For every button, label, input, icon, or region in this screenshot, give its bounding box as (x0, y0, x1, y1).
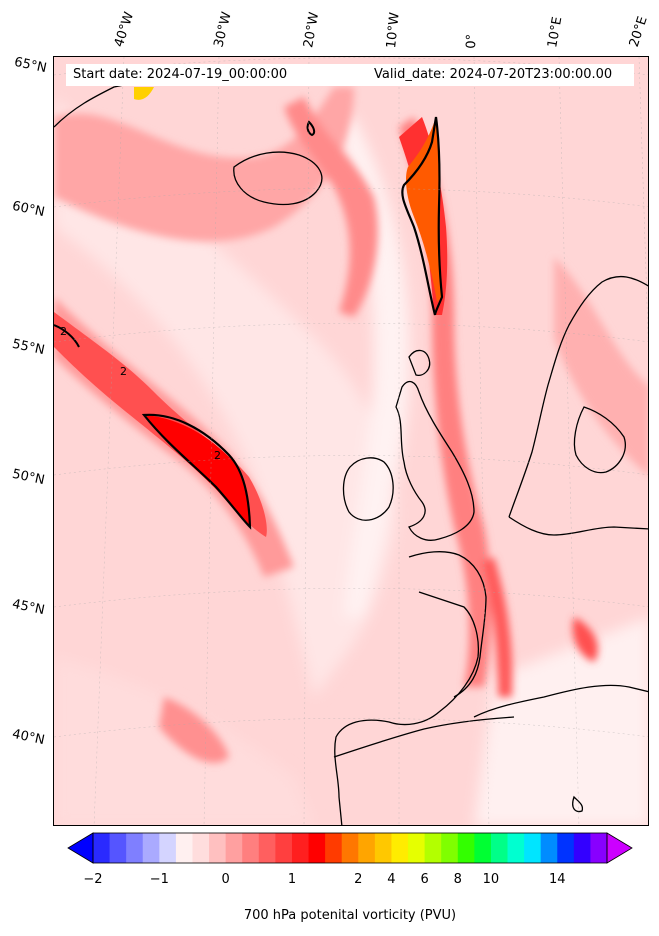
coast-italy-corsica (572, 795, 584, 813)
colorbar-segment (424, 833, 442, 863)
header-bar (66, 64, 634, 86)
coast-greenland (54, 84, 125, 128)
low-pv-band-central (334, 117, 410, 617)
colorbar-outline (92, 832, 608, 864)
colorbar-segment (474, 833, 492, 863)
lat-label-65n: 65°N (12, 54, 48, 77)
colorbar-segment (175, 833, 193, 863)
lon-label-10e: 10°E (545, 15, 566, 49)
colorbar-tick-label: −2 (83, 872, 103, 887)
colorbar-tick-label: 4 (387, 872, 396, 887)
colorbar-segment (325, 833, 343, 863)
valid-date-label: Valid_date: 2024-07-20T23:00:00.00 (374, 67, 613, 82)
mid-pv-northwest (54, 87, 354, 242)
colorbar-segment (358, 833, 376, 863)
contour-2pvu-atlantic (141, 413, 252, 530)
contour-2pvu-northwest (306, 120, 316, 137)
lon-label-10w: 10°W (384, 11, 403, 50)
colorbar-segment (457, 833, 475, 863)
lat-label-40n: 40°N (10, 726, 46, 749)
colorbar-segment (557, 833, 575, 863)
colorbar-segment (126, 833, 144, 863)
lon-label-20e: 20°E (626, 14, 651, 50)
coast-scotland-north (408, 349, 431, 376)
contour-2pvu-north-sea (401, 116, 444, 316)
low-pv-mediterranean (474, 617, 648, 825)
contour-label-west-2: 2 (120, 365, 127, 378)
mid-pv-adriatic (572, 617, 598, 662)
contour-label-atlantic: 2 (214, 449, 221, 462)
colorbar-label: 700 hPa potenital vorticity (PVU) (243, 908, 457, 923)
vorticity-map: 2 2 2 (54, 57, 648, 825)
colorbar-tick-label: 10 (482, 872, 500, 887)
colorbar-segment (109, 833, 127, 863)
coastlines (54, 84, 648, 825)
coast-great-britain (395, 380, 475, 541)
colorbar-tick-label: 1 (287, 872, 297, 887)
lat-label-60n: 60°N (10, 198, 46, 221)
colorbar-tick-label: 0 (221, 872, 230, 887)
colorbar-segment (573, 833, 591, 863)
mid-pv-south-blob (159, 697, 229, 763)
coast-norway (508, 275, 648, 518)
coast-north-africa (333, 716, 515, 758)
colorbar-segment (242, 833, 260, 863)
colorbar-segment (308, 833, 326, 863)
pv-core-northwest (134, 87, 154, 100)
colorbar-segment (341, 833, 359, 863)
colorbar-segment (225, 833, 243, 863)
coast-netherlands-germany (508, 516, 648, 536)
colorbar-segment (258, 833, 276, 863)
start-date-label: Start date: 2024-07-19_00:00:00 (73, 67, 288, 82)
colorbar-tick-label: 14 (548, 872, 566, 887)
colorbar-segment (490, 833, 509, 863)
colorbar-segments (93, 833, 608, 863)
coast-ireland (342, 457, 394, 521)
colorbar-left-arrow (67, 832, 94, 864)
graticule (54, 57, 648, 825)
mid-pv-iceland-ridge (284, 97, 378, 317)
coast-france (408, 551, 487, 698)
colorbar-tick-label: −1 (149, 872, 169, 887)
map-panel: 2 2 2 (53, 56, 649, 826)
colorbar-segment (507, 833, 525, 863)
colorbar-segment (291, 833, 310, 863)
colorbar-segment (590, 833, 608, 863)
colorbar-segment (374, 833, 392, 863)
colorbar-tick-label: 8 (453, 872, 462, 887)
lon-label-0: 0° (464, 33, 480, 49)
contour-2pvu-west-edge (54, 324, 80, 348)
colorbar-right-arrow (606, 832, 633, 864)
colorbar-segment (540, 833, 558, 863)
lon-label-40w: 40°W (111, 10, 138, 49)
colorbar-segment (524, 833, 542, 863)
colorbar (67, 832, 633, 864)
colorbar-segment (209, 833, 227, 863)
lat-label-45n: 45°N (10, 596, 46, 619)
coast-iberia (334, 591, 480, 825)
contour-label-west: 2 (60, 325, 67, 338)
coast-iceland (233, 151, 323, 206)
colorbar-segment (441, 833, 459, 863)
lat-label-50n: 50°N (10, 466, 46, 489)
colorbar-segment (391, 833, 409, 863)
pv-core-north-sea (406, 117, 442, 302)
colorbar-segment (408, 833, 426, 863)
colorbar-segment (159, 833, 177, 863)
mid-pv-north-sea (399, 117, 492, 687)
colorbar-segment (93, 833, 111, 863)
coast-denmark-baltic (573, 406, 626, 474)
low-pv-band-west (54, 97, 396, 697)
lon-label-20w: 20°W (301, 11, 323, 50)
colorbar-segment (142, 833, 160, 863)
lat-label-55n: 55°N (10, 336, 46, 359)
colorbar-tick-label: 2 (354, 872, 363, 887)
colorbar-segment (275, 833, 293, 863)
colorbar-tick-label: 6 (420, 872, 429, 887)
coast-mediterranean (473, 684, 648, 718)
colorbar-segment (192, 833, 210, 863)
lon-label-30w: 30°W (211, 10, 235, 49)
